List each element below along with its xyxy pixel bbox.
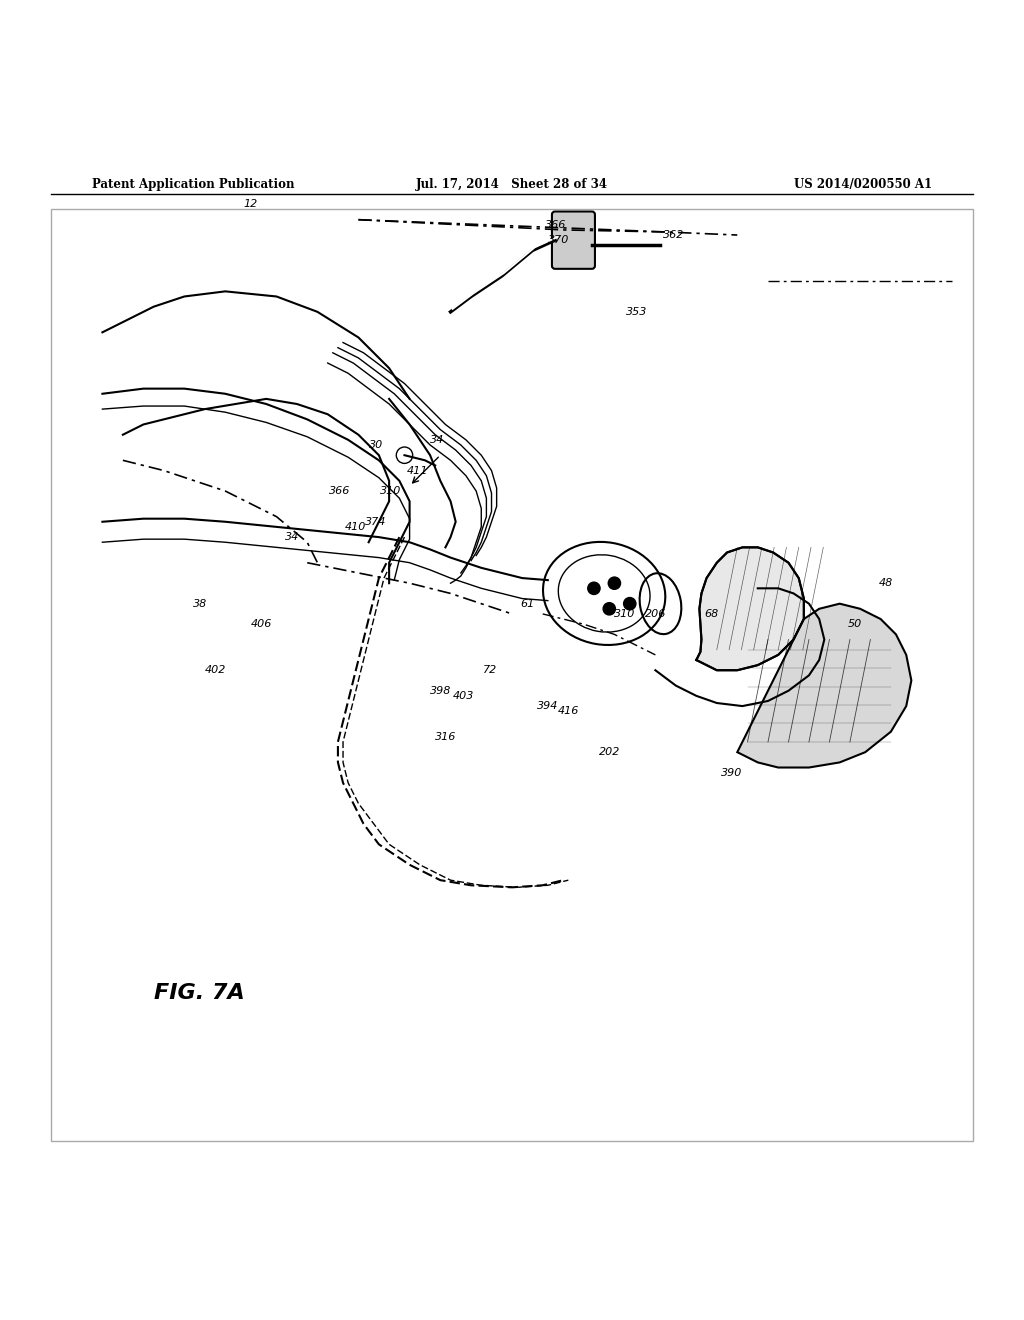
Text: 61: 61 (520, 599, 535, 609)
Polygon shape (737, 603, 911, 767)
Text: 310: 310 (381, 486, 401, 496)
Text: 34: 34 (430, 434, 444, 445)
Circle shape (624, 598, 636, 610)
Text: Jul. 17, 2014   Sheet 28 of 34: Jul. 17, 2014 Sheet 28 of 34 (416, 178, 608, 191)
Text: 374: 374 (366, 516, 386, 527)
Polygon shape (696, 548, 804, 671)
Text: 34: 34 (285, 532, 299, 543)
Text: 316: 316 (435, 731, 456, 742)
Text: 68: 68 (705, 609, 719, 619)
Text: 310: 310 (614, 609, 635, 619)
Text: 366: 366 (546, 220, 566, 230)
Text: 390: 390 (722, 768, 742, 777)
Text: 402: 402 (205, 665, 225, 676)
Text: 72: 72 (483, 665, 498, 676)
Circle shape (588, 582, 600, 594)
Text: 353: 353 (627, 306, 647, 317)
Text: 202: 202 (599, 747, 620, 758)
Text: 406: 406 (251, 619, 271, 630)
Circle shape (608, 577, 621, 589)
Text: 398: 398 (430, 685, 451, 696)
Text: Patent Application Publication: Patent Application Publication (92, 178, 295, 191)
Text: 50: 50 (848, 619, 862, 630)
FancyBboxPatch shape (552, 211, 595, 269)
Text: 206: 206 (645, 609, 666, 619)
Text: 394: 394 (538, 701, 558, 711)
Text: US 2014/0200550 A1: US 2014/0200550 A1 (794, 178, 932, 191)
Text: 416: 416 (558, 706, 579, 717)
Text: 410: 410 (345, 521, 366, 532)
Text: 12: 12 (244, 199, 258, 210)
Text: 411: 411 (408, 466, 428, 475)
Text: 370: 370 (549, 235, 569, 246)
Text: 48: 48 (879, 578, 893, 589)
Circle shape (603, 603, 615, 615)
Text: 366: 366 (330, 486, 350, 496)
Text: 362: 362 (664, 230, 684, 240)
Text: FIG. 7A: FIG. 7A (155, 983, 245, 1003)
Text: 403: 403 (454, 690, 474, 701)
Text: 30: 30 (369, 440, 383, 450)
Text: 38: 38 (193, 599, 207, 609)
